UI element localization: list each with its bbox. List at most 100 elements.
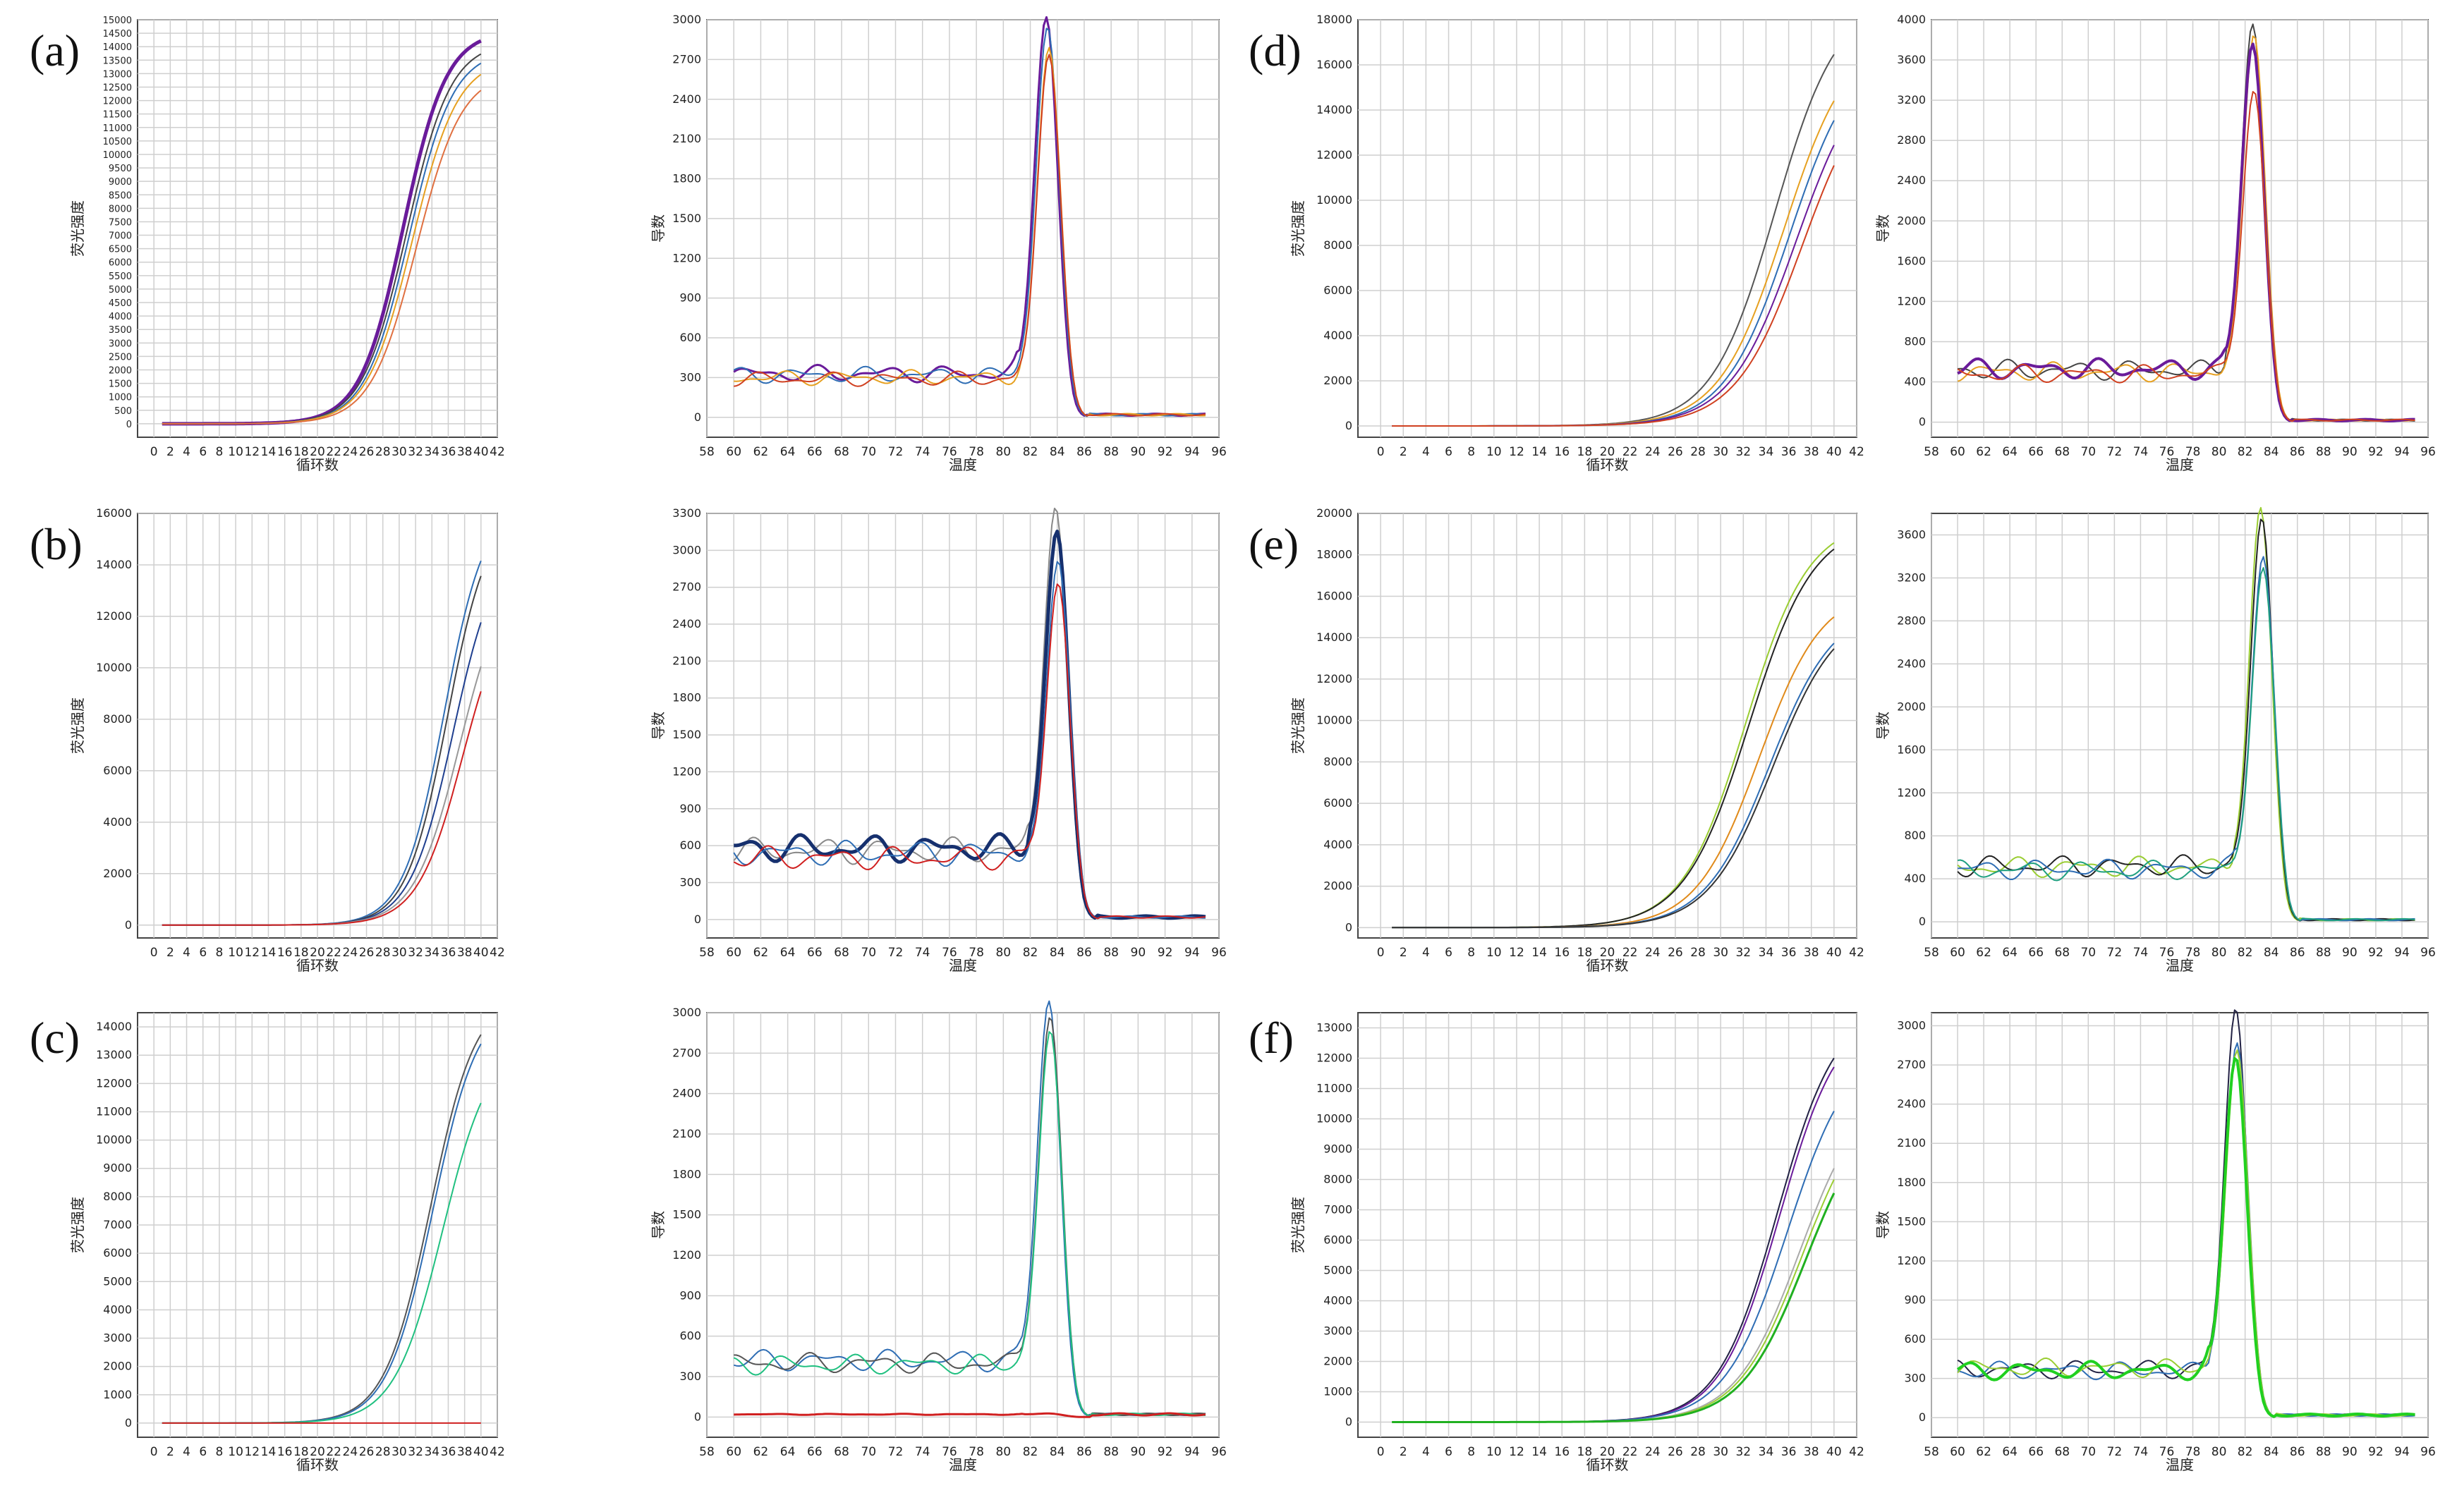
x-tick-label: 16 xyxy=(277,1445,293,1459)
panel-label-f: (f) xyxy=(1249,1013,1294,1063)
y-tick-label: 3000 xyxy=(103,1331,132,1345)
series-line xyxy=(1392,648,1835,929)
x-tick-label: 28 xyxy=(1690,946,1706,960)
y-tick-label: 14000 xyxy=(103,42,132,53)
x-tick-label: 68 xyxy=(2054,445,2070,459)
y-axis-label: 导数 xyxy=(1874,214,1891,243)
x-tick-label: 96 xyxy=(1211,946,1227,960)
y-tick-label: 2700 xyxy=(672,1046,701,1059)
x-tick-label: 84 xyxy=(2264,946,2279,960)
x-tick-label: 34 xyxy=(424,1445,439,1459)
y-tick-label: 10000 xyxy=(1316,714,1352,727)
y-tick-label: 15000 xyxy=(103,16,132,26)
x-tick-label: 88 xyxy=(2316,1445,2331,1459)
y-axis-label: 导数 xyxy=(650,712,667,740)
x-tick-label: 42 xyxy=(1849,1445,1864,1459)
y-tick-label: 2000 xyxy=(103,867,132,880)
x-tick-label: 38 xyxy=(1804,1445,1819,1459)
y-tick-label: 1500 xyxy=(109,379,132,390)
x-tick-label: 60 xyxy=(726,445,741,459)
y-tick-label: 1200 xyxy=(1897,1254,1926,1267)
x-tick-label: 22 xyxy=(326,445,341,459)
x-tick-label: 14 xyxy=(1531,1445,1547,1459)
x-axis-label: 温度 xyxy=(2166,1456,2194,1473)
x-tick-label: 76 xyxy=(2159,1445,2175,1459)
y-tick-label: 0 xyxy=(694,913,701,926)
x-tick-label: 66 xyxy=(807,445,823,459)
y-tick-label: 14000 xyxy=(96,558,132,571)
x-tick-label: 88 xyxy=(1103,1445,1119,1459)
x-tick-label: 20 xyxy=(1600,946,1615,960)
x-tick-label: 14 xyxy=(261,946,277,960)
x-tick-label: 40 xyxy=(1826,1445,1842,1459)
y-tick-label: 10500 xyxy=(103,137,132,147)
x-tick-label: 4 xyxy=(1422,1445,1430,1459)
x-tick-label: 16 xyxy=(277,445,293,459)
y-tick-label: 0 xyxy=(694,410,701,424)
y-tick-label: 300 xyxy=(679,370,701,384)
x-tick-label: 70 xyxy=(2080,445,2096,459)
x-tick-label: 6 xyxy=(199,445,207,459)
x-tick-label: 60 xyxy=(726,1445,741,1459)
x-tick-label: 74 xyxy=(915,1445,930,1459)
x-tick-label: 66 xyxy=(807,1445,823,1459)
x-tick-label: 58 xyxy=(699,1445,715,1459)
y-tick-label: 800 xyxy=(1904,334,1926,348)
x-tick-label: 84 xyxy=(2264,445,2279,459)
x-tick-label: 14 xyxy=(261,1445,277,1459)
y-axis-label: 导数 xyxy=(650,1211,667,1239)
x-tick-label: 30 xyxy=(392,1445,407,1459)
x-tick-label: 60 xyxy=(1950,445,1965,459)
y-tick-label: 13000 xyxy=(96,1048,132,1061)
x-tick-label: 72 xyxy=(2107,445,2123,459)
x-tick-label: 10 xyxy=(1486,1445,1502,1459)
x-tick-label: 84 xyxy=(2264,1445,2279,1459)
y-tick-label: 12000 xyxy=(103,97,132,107)
x-tick-label: 78 xyxy=(2185,1445,2201,1459)
x-tick-label: 30 xyxy=(1713,946,1728,960)
panel-label-d: (d) xyxy=(1249,25,1302,75)
plot-frame xyxy=(1931,513,2429,939)
x-tick-label: 42 xyxy=(1849,445,1864,459)
x-tick-label: 18 xyxy=(293,1445,309,1459)
x-tick-label: 86 xyxy=(2290,946,2305,960)
x-tick-label: 18 xyxy=(1577,445,1593,459)
y-tick-label: 300 xyxy=(679,1370,701,1383)
x-tick-label: 76 xyxy=(942,946,957,960)
y-axis-label: 荧光强度 xyxy=(1290,697,1306,754)
x-tick-label: 26 xyxy=(1668,1445,1683,1459)
x-tick-label: 42 xyxy=(490,946,505,960)
y-tick-label: 11000 xyxy=(103,123,132,134)
x-tick-label: 94 xyxy=(1184,445,1200,459)
x-tick-label: 88 xyxy=(2316,946,2331,960)
y-tick-label: 600 xyxy=(679,839,701,852)
x-axis-label: 循环数 xyxy=(296,957,339,974)
chart-0-amplification: 0 2 4 6 8 10 12 14 16 18 20 22 24 26 28 30 32 34 36 38 40 420… xyxy=(69,16,505,473)
x-tick-label: 80 xyxy=(995,946,1011,960)
y-tick-label: 12000 xyxy=(96,1076,132,1090)
x-tick-label: 10 xyxy=(1486,946,1502,960)
x-tick-label: 58 xyxy=(1924,946,1939,960)
x-tick-label: 86 xyxy=(1076,1445,1092,1459)
x-tick-label: 62 xyxy=(753,1445,769,1459)
x-tick-label: 70 xyxy=(861,946,876,960)
panel-label-b: (b) xyxy=(30,519,83,569)
x-tick-label: 60 xyxy=(1950,946,1965,960)
x-tick-label: 18 xyxy=(293,946,309,960)
y-tick-label: 11000 xyxy=(1316,1082,1352,1095)
y-tick-label: 900 xyxy=(679,802,701,815)
y-tick-label: 8000 xyxy=(1323,755,1352,768)
x-tick-label: 76 xyxy=(2159,445,2175,459)
x-tick-label: 32 xyxy=(408,445,423,459)
y-tick-label: 16000 xyxy=(96,506,132,520)
x-tick-label: 4 xyxy=(183,1445,190,1459)
y-tick-label: 0 xyxy=(126,420,132,430)
y-axis-label: 导数 xyxy=(650,214,667,243)
x-tick-label: 88 xyxy=(2316,445,2331,459)
x-tick-label: 32 xyxy=(1735,946,1751,960)
y-tick-label: 6000 xyxy=(109,258,132,269)
x-tick-label: 18 xyxy=(1577,1445,1593,1459)
y-tick-label: 3000 xyxy=(1897,1019,1926,1032)
series-line xyxy=(1392,1193,1836,1423)
series-line xyxy=(1957,91,2415,422)
